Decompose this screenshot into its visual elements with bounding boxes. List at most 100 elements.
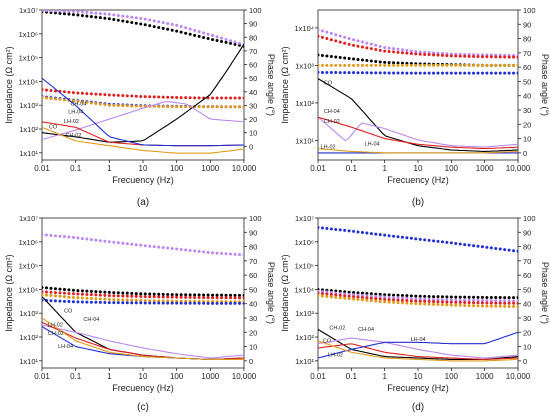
impedance-point bbox=[392, 47, 396, 51]
impedance-point bbox=[206, 37, 210, 41]
phase-line bbox=[318, 116, 518, 150]
impedance-point bbox=[220, 39, 224, 43]
impedance-point bbox=[215, 39, 219, 43]
impedance-point bbox=[98, 300, 102, 304]
impedance-point bbox=[418, 63, 422, 67]
impedance-point bbox=[343, 294, 347, 298]
impedance-point bbox=[383, 71, 387, 75]
impedance-point bbox=[485, 245, 489, 249]
impedance-point bbox=[405, 296, 409, 300]
impedance-point bbox=[498, 299, 502, 303]
y-tick-label: 1x10¹ bbox=[19, 357, 38, 366]
y-axis-label: Impedance (Ω cm²) bbox=[4, 254, 14, 331]
impedance-point bbox=[516, 249, 518, 253]
impedance-point bbox=[206, 293, 210, 297]
series-annotation: LH-04 bbox=[411, 337, 426, 343]
impedance-point bbox=[489, 246, 493, 250]
impedance-point bbox=[467, 71, 471, 75]
impedance-point bbox=[211, 34, 215, 38]
impedance-point bbox=[112, 93, 116, 97]
impedance-point bbox=[184, 293, 188, 297]
impedance-point bbox=[197, 301, 201, 305]
impedance-point bbox=[409, 236, 413, 240]
impedance-point bbox=[49, 10, 53, 13]
impedance-point bbox=[329, 295, 333, 299]
impedance-point bbox=[143, 292, 147, 296]
impedance-point bbox=[347, 37, 351, 41]
impedance-point bbox=[49, 286, 53, 290]
impedance-point bbox=[206, 296, 210, 300]
impedance-point bbox=[480, 295, 484, 299]
impedance-point bbox=[445, 295, 449, 299]
impedance-point bbox=[512, 296, 516, 300]
impedance-point bbox=[53, 97, 57, 101]
y2-tick-label: 20 bbox=[249, 328, 257, 337]
impedance-point bbox=[139, 22, 143, 26]
impedance-point bbox=[76, 99, 80, 103]
series-annotation: LH-02 bbox=[321, 145, 336, 151]
impedance-point bbox=[409, 71, 413, 75]
impedance-point bbox=[387, 300, 391, 304]
impedance-point bbox=[480, 245, 484, 249]
impedance-point bbox=[516, 305, 518, 309]
impedance-point bbox=[352, 71, 356, 75]
impedance-point bbox=[134, 292, 138, 296]
impedance-point bbox=[440, 295, 444, 299]
impedance-point bbox=[58, 287, 62, 291]
y2-tick-label: 10 bbox=[249, 129, 257, 138]
impedance-point bbox=[440, 71, 444, 75]
y2-tick-label: 70 bbox=[523, 49, 531, 58]
impedance-point bbox=[458, 63, 462, 67]
impedance-point bbox=[125, 94, 129, 98]
impedance-point bbox=[139, 104, 143, 108]
impedance-point bbox=[400, 298, 404, 302]
y2-tick-label: 10 bbox=[249, 343, 257, 352]
impedance-point bbox=[215, 296, 219, 300]
impedance-point bbox=[352, 57, 356, 61]
impedance-point bbox=[454, 71, 458, 75]
impedance-point bbox=[489, 295, 493, 299]
impedance-point bbox=[378, 48, 382, 52]
impedance-point bbox=[80, 91, 84, 95]
plot-area bbox=[318, 225, 518, 362]
impedance-point bbox=[130, 104, 134, 108]
impedance-point bbox=[449, 298, 453, 302]
impedance-point bbox=[360, 40, 364, 44]
impedance-point bbox=[485, 304, 489, 308]
y-tick-label: 1x10³ bbox=[19, 101, 38, 110]
impedance-point bbox=[503, 296, 507, 300]
impedance-point bbox=[387, 234, 391, 238]
impedance-point bbox=[44, 293, 48, 297]
y2-tick-label: 60 bbox=[249, 271, 257, 280]
impedance-point bbox=[405, 294, 409, 298]
impedance-point bbox=[80, 10, 84, 14]
impedance-point bbox=[400, 71, 404, 75]
impedance-point bbox=[507, 71, 511, 75]
impedance-point bbox=[494, 55, 498, 59]
impedance-point bbox=[427, 300, 431, 304]
impedance-point bbox=[152, 301, 156, 305]
impedance-point bbox=[98, 293, 102, 297]
impedance-point bbox=[166, 246, 170, 250]
impedance-series bbox=[318, 287, 518, 300]
impedance-point bbox=[320, 70, 324, 74]
impedance-point bbox=[360, 291, 364, 295]
impedance-point bbox=[89, 296, 93, 300]
impedance-point bbox=[42, 290, 44, 294]
y-tick-label: 1x10⁴ bbox=[19, 77, 39, 86]
impedance-point bbox=[202, 301, 206, 305]
impedance-point bbox=[489, 55, 493, 59]
impedance-series bbox=[318, 63, 518, 67]
impedance-series bbox=[42, 96, 244, 109]
impedance-series bbox=[42, 290, 244, 300]
impedance-point bbox=[369, 47, 373, 51]
y-tick-label: 1x10⁵ bbox=[19, 262, 38, 271]
impedance-point bbox=[152, 299, 156, 303]
impedance-point bbox=[166, 292, 170, 296]
impedance-point bbox=[188, 32, 192, 36]
impedance-point bbox=[143, 17, 147, 21]
impedance-point bbox=[125, 298, 129, 302]
y-tick-label: 1x10⁷ bbox=[295, 214, 314, 223]
impedance-point bbox=[369, 232, 373, 236]
impedance-point bbox=[166, 299, 170, 303]
